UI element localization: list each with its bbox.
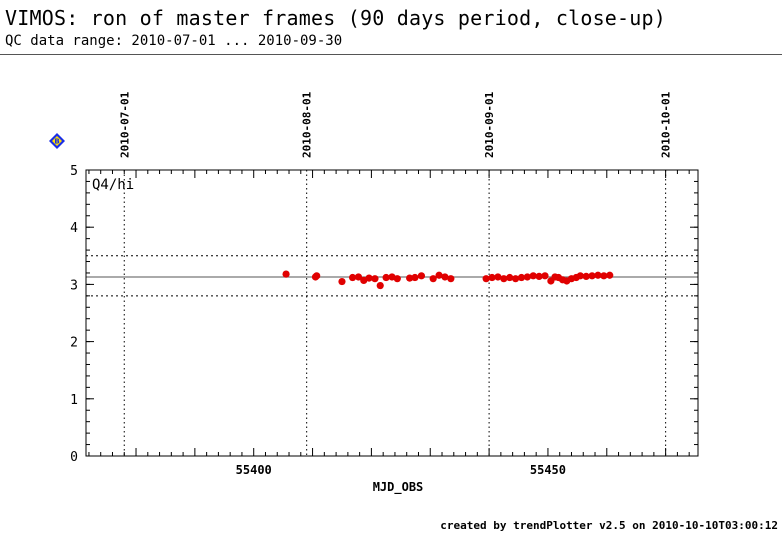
- data-point: [406, 274, 414, 282]
- data-point: [523, 273, 531, 281]
- data-point: [482, 275, 490, 283]
- data-point: [338, 277, 346, 286]
- data-point: [582, 272, 590, 280]
- data-point: [435, 271, 443, 279]
- data-point: [529, 272, 537, 280]
- data-point: [500, 275, 508, 283]
- data-points: [282, 270, 614, 290]
- data-point: [488, 273, 496, 282]
- date-marker-label: 2010-08-01: [301, 91, 314, 158]
- data-point: [576, 272, 584, 280]
- data-point: [447, 275, 455, 283]
- x-tick-label: 55400: [236, 463, 272, 477]
- data-point: [376, 281, 384, 290]
- y-tick-label: 5: [70, 164, 78, 179]
- y-tick-label: 1: [70, 393, 78, 408]
- data-point: [494, 273, 502, 281]
- data-point: [365, 274, 373, 282]
- data-point: [382, 273, 390, 282]
- header-divider: [0, 54, 782, 55]
- tick-layer: 0 1 2 3 4 5 55400 55450: [70, 164, 698, 477]
- data-point: [393, 275, 401, 283]
- data-point: [600, 272, 608, 280]
- data-point: [348, 273, 357, 282]
- data-point: [354, 273, 363, 281]
- y-tick-label: 3: [70, 278, 78, 293]
- y-tick-label: 0: [70, 450, 78, 465]
- data-point: [517, 273, 526, 282]
- data-point: [417, 272, 426, 280]
- data-range-subtitle: QC data range: 2010-07-01 ... 2010-09-30: [5, 33, 343, 49]
- footer-credit: created by trendPlotter v2.5 on 2010-10-…: [440, 519, 778, 532]
- data-point: [429, 275, 437, 283]
- date-marker-label: 2010-09-01: [483, 91, 496, 158]
- plot-frame: [85, 169, 699, 457]
- data-point: [511, 275, 520, 283]
- data-point: [313, 272, 321, 280]
- x-axis-label: MJD_OBS: [373, 480, 424, 495]
- diamond-badge-icon[interactable]: B: [49, 133, 65, 149]
- badge-inner: [52, 136, 62, 146]
- data-point: [594, 271, 602, 279]
- date-marker-label: 2010-07-01: [118, 91, 131, 158]
- data-point: [371, 275, 379, 283]
- data-point: [541, 272, 549, 280]
- data-point: [588, 272, 596, 280]
- date-marker-label: 2010-10-01: [660, 91, 673, 158]
- data-point: [535, 272, 543, 280]
- y-tick-label: 2: [70, 336, 78, 351]
- data-point: [411, 273, 419, 282]
- x-tick-label: 55450: [530, 463, 566, 477]
- page-title: VIMOS: ron of master frames (90 days per…: [5, 6, 667, 30]
- data-point: [506, 273, 514, 282]
- data-point: [282, 270, 290, 278]
- y-tick-label: 4: [70, 221, 78, 236]
- panel-label: Q4/hi: [92, 177, 134, 193]
- data-point: [606, 271, 614, 279]
- badge-label: B: [54, 138, 59, 146]
- data-point: [441, 273, 449, 281]
